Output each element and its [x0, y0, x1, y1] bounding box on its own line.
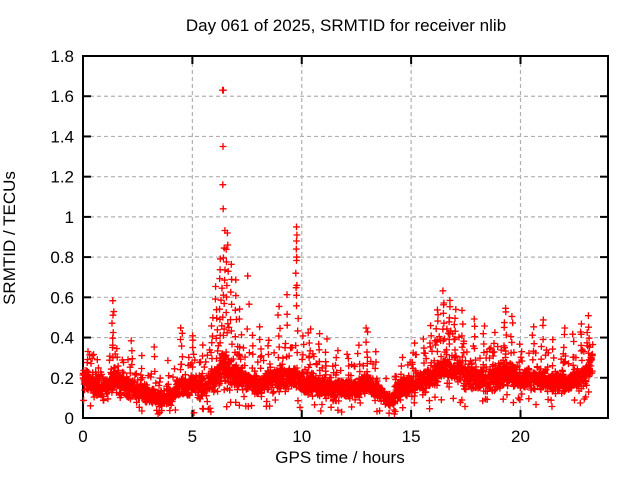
y-axis-label: SRMTID / TECUs [0, 171, 19, 305]
y-tick-label: 0.8 [50, 248, 74, 267]
plot-border [82, 55, 609, 419]
y-tick-label: 1.6 [50, 87, 74, 106]
axis-ticks [82, 55, 608, 419]
y-tick-label: 1.2 [50, 168, 74, 187]
x-tick-label: 15 [402, 427, 421, 446]
x-tick-label: 0 [78, 427, 87, 446]
gridlines [83, 56, 608, 418]
x-tick-labels: 0 5 10 15 20 [78, 427, 530, 446]
y-tick-labels: 0 0.2 0.4 0.6 0.8 1 1.2 1.4 1.6 1.8 [50, 47, 74, 428]
y-tick-label: 1 [65, 208, 74, 227]
x-tick-label: 20 [511, 427, 530, 446]
x-tick-label: 10 [292, 427, 311, 446]
y-tick-label: 0 [65, 409, 74, 428]
data-points [79, 86, 597, 418]
x-axis-label: GPS time / hours [275, 448, 404, 467]
y-tick-label: 1.8 [50, 47, 74, 66]
chart-title: Day 061 of 2025, SRMTID for receiver nli… [186, 16, 506, 35]
y-tick-label: 0.2 [50, 369, 74, 388]
x-tick-label: 5 [188, 427, 197, 446]
y-tick-label: 1.4 [50, 127, 74, 146]
y-tick-label: 0.4 [50, 329, 74, 348]
y-tick-label: 0.6 [50, 288, 74, 307]
